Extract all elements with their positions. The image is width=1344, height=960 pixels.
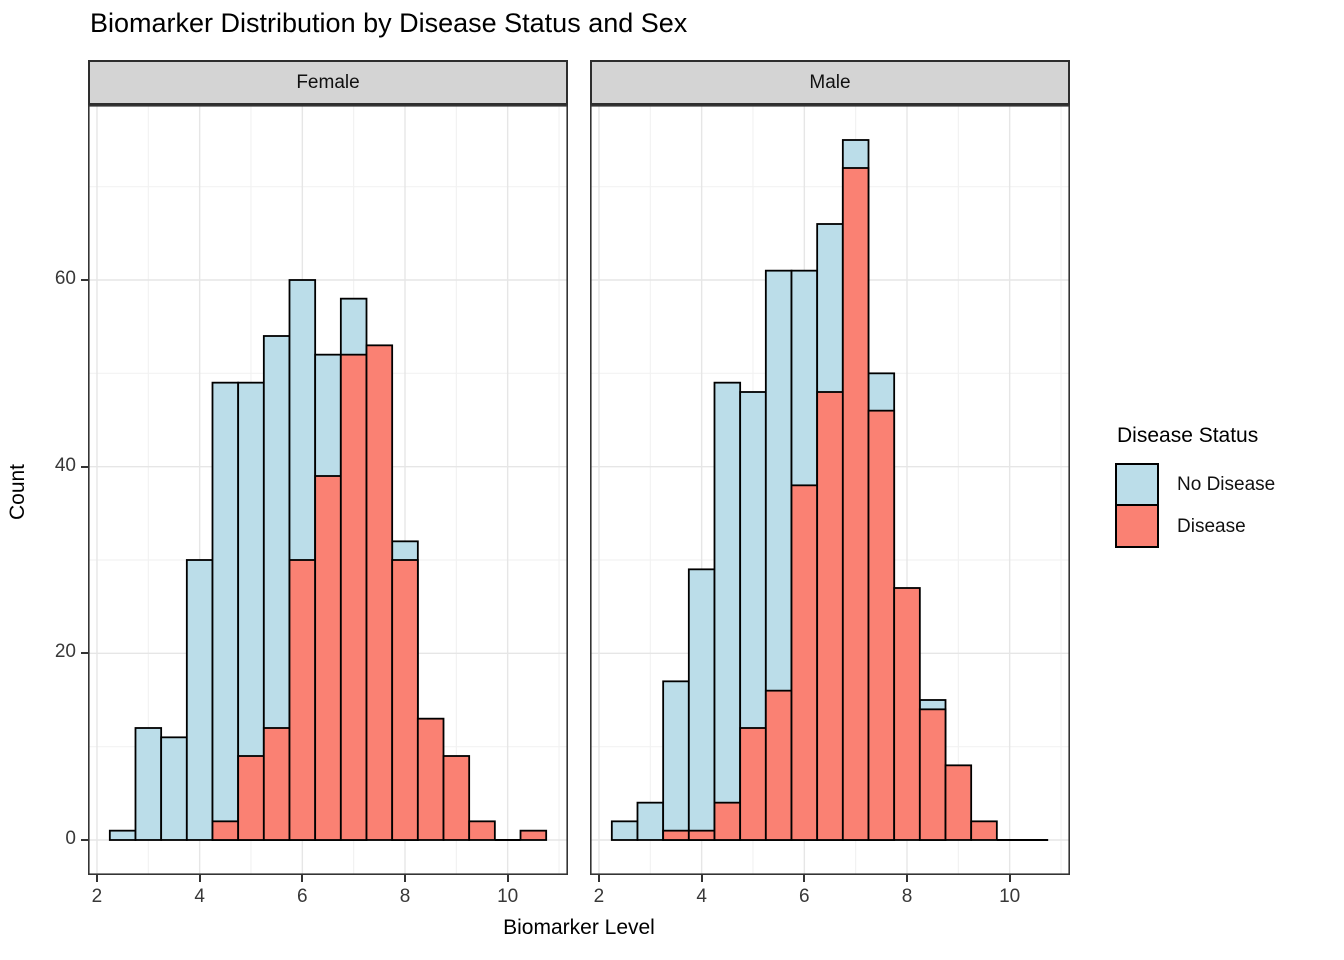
x-tick-mark: [301, 875, 304, 882]
histogram-female: [88, 105, 568, 875]
x-tick-mark: [1008, 875, 1011, 882]
histogram-bar-disease: [790, 484, 819, 841]
histogram-bar-no-disease: [687, 568, 716, 841]
y-axis-title: Count: [6, 463, 29, 521]
x-tick-label: 10: [999, 886, 1021, 907]
histogram-bar-disease: [391, 559, 419, 841]
histogram-bar-disease: [662, 829, 690, 841]
x-tick-label: 8: [399, 886, 411, 907]
plot-title: Biomarker Distribution by Disease Status…: [90, 8, 688, 38]
facet-strip-male: Male: [590, 60, 1070, 105]
histogram-bar-disease: [739, 727, 767, 841]
histogram-bar-disease: [918, 708, 947, 841]
x-axis-title: Biomarker Level: [503, 916, 655, 939]
x-tick-label: 8: [901, 886, 913, 907]
histogram-bar-disease: [519, 829, 548, 841]
x-tick-mark: [803, 875, 806, 882]
histogram-bar-disease: [944, 764, 973, 841]
y-tick-label: 60: [54, 267, 76, 289]
legend-title: Disease Status: [1117, 424, 1259, 447]
x-tick-label: 6: [297, 886, 308, 907]
histogram-bar-disease: [288, 559, 317, 841]
x-tick-mark: [906, 875, 908, 882]
y-tick-label: 20: [54, 641, 76, 663]
histogram-bar-disease: [468, 820, 496, 841]
x-tick-label: 2: [91, 886, 103, 907]
histogram-bar-disease: [970, 820, 998, 841]
x-tick-mark: [95, 875, 98, 882]
y-tick-label: 0: [65, 827, 76, 849]
panel-border: [590, 105, 1070, 875]
histogram-bar-no-disease: [662, 680, 690, 841]
histogram-bar-disease: [893, 587, 921, 841]
histogram-bar-no-disease: [610, 820, 639, 841]
legend: Disease Status No Disease Disease: [1115, 424, 1275, 548]
y-tick-mark: [81, 652, 88, 655]
legend-item-disease: Disease: [1115, 504, 1275, 548]
x-tick-label: 10: [497, 886, 519, 907]
y-tick-mark: [81, 279, 88, 281]
x-tick-label: 4: [696, 886, 707, 907]
histogram-bar-disease: [211, 820, 240, 841]
histogram-bar-disease: [314, 475, 342, 841]
histogram-bar-no-disease: [134, 727, 163, 841]
facet-strip-male-label: Male: [809, 71, 851, 93]
facet-strip-female: Female: [88, 60, 568, 105]
histogram-bar-disease: [339, 353, 368, 841]
histogram-bar-disease: [365, 344, 394, 841]
histogram-bar-disease: [841, 167, 870, 841]
y-tick-mark: [81, 465, 88, 468]
histogram-bar-disease: [687, 829, 716, 841]
x-tick-mark: [506, 875, 509, 882]
legend-item-no-disease: No Disease: [1115, 463, 1276, 507]
panel-border: [88, 105, 568, 875]
histogram-bar-disease: [867, 409, 896, 841]
histogram-bar-no-disease: [636, 801, 665, 841]
x-tick-mark: [198, 875, 201, 882]
histogram-bar-no-disease: [160, 736, 188, 841]
panel-female: [88, 105, 568, 875]
histogram-bar-disease: [237, 755, 265, 841]
histogram-bar-no-disease: [713, 381, 742, 841]
histogram-male: [590, 105, 1070, 875]
x-tick-label: 4: [194, 886, 205, 907]
panel-male: [590, 105, 1070, 875]
x-tick-mark: [597, 875, 600, 882]
legend-key-no-disease-swatch: [1115, 463, 1159, 507]
legend-label-disease: Disease: [1177, 516, 1246, 537]
legend-key-disease-swatch: [1115, 504, 1159, 548]
legend-label-no-disease: No Disease: [1177, 474, 1276, 495]
x-tick-mark: [700, 875, 703, 882]
x-tick-label: 2: [593, 886, 605, 907]
histogram-bar-disease: [416, 717, 445, 841]
y-tick-mark: [81, 839, 88, 841]
histogram-bar-disease: [713, 801, 742, 841]
histogram-bar-disease: [816, 391, 844, 841]
x-tick-label: 6: [799, 886, 810, 907]
histogram-bar-disease: [262, 727, 291, 841]
histogram-bar-disease: [764, 689, 793, 841]
histogram-bar-no-disease: [108, 829, 137, 841]
histogram-bar-no-disease: [185, 559, 214, 841]
histogram-bar-no-disease: [211, 381, 240, 841]
histogram-bar-disease: [442, 755, 471, 841]
x-tick-mark: [404, 875, 406, 882]
facet-strip-female-label: Female: [296, 71, 360, 93]
y-tick-label: 40: [54, 454, 76, 476]
